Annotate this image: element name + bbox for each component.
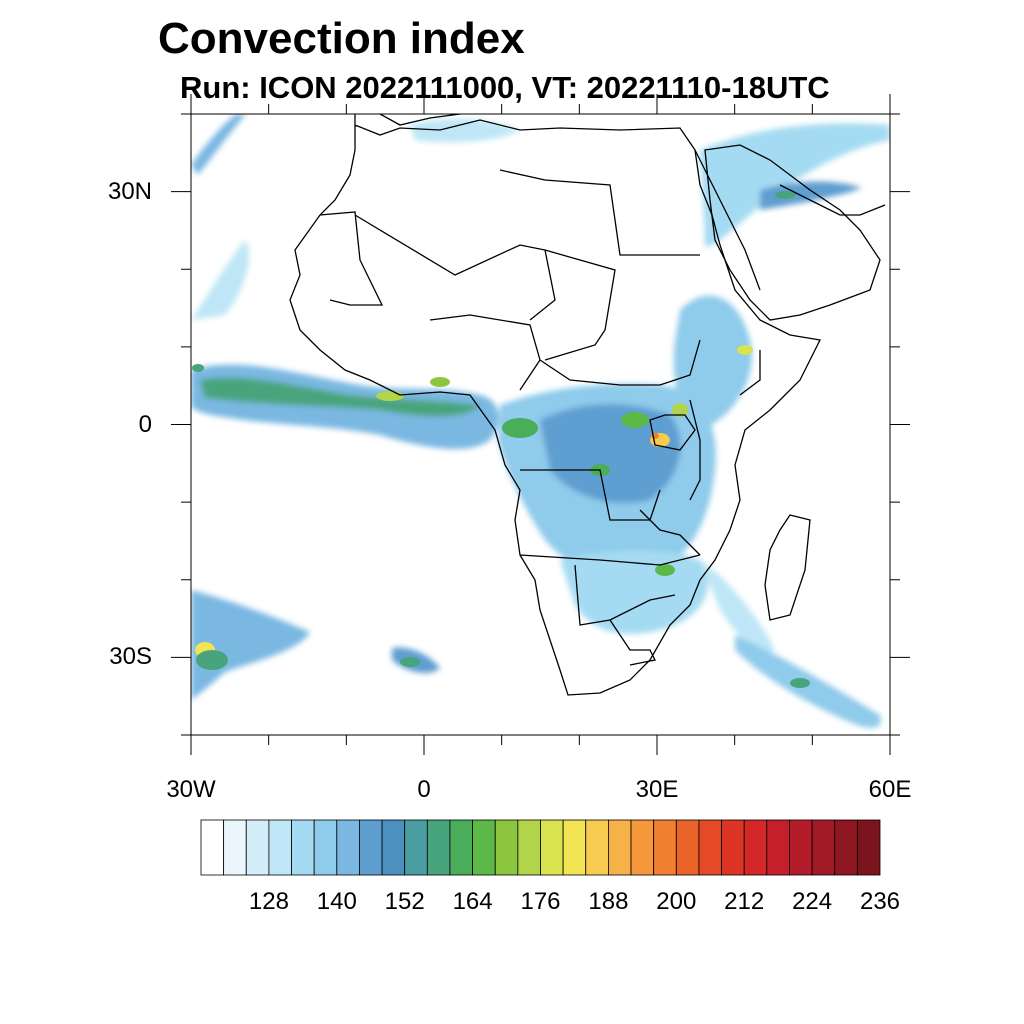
congo-core — [540, 404, 681, 504]
coastlines — [289, 114, 886, 696]
east-africa-band — [673, 295, 752, 430]
colorbar-label: 176 — [520, 888, 561, 915]
colorbar-label: 224 — [792, 888, 833, 915]
mediterranean — [410, 118, 520, 143]
colorbar-label: 128 — [248, 888, 289, 915]
border-5 — [429, 314, 541, 391]
x-tick-label: 30W — [166, 776, 216, 803]
convection-field — [191, 114, 890, 728]
persian-gulf-band — [760, 181, 862, 210]
map-subtitle: Run: ICON 2022111000, VT: 20221110-18UTC — [180, 70, 830, 105]
africa-outline — [289, 114, 821, 696]
colorbar-label: 152 — [384, 888, 425, 915]
border-12 — [739, 350, 761, 396]
itcz-core — [200, 377, 480, 417]
x-tick-label: 30E — [635, 776, 679, 803]
colorbar-label: 236 — [859, 888, 901, 915]
red-sea — [694, 149, 761, 291]
y-tick-label: 0 — [138, 410, 152, 438]
arabian-band — [700, 123, 890, 247]
border-13 — [649, 414, 696, 451]
border-6 — [539, 339, 701, 386]
y-tick-label: 30S — [109, 643, 152, 671]
axis-ticks — [171, 94, 910, 755]
colorbar-label: 212 — [724, 888, 765, 915]
north-atlantic-streak — [191, 114, 246, 175]
persian-gulf — [779, 184, 886, 216]
colorbar-label: 188 — [588, 888, 629, 915]
colorbar-label: 200 — [656, 888, 697, 915]
mozambique-channel — [700, 560, 775, 653]
border-8 — [519, 554, 701, 566]
mediterranean-coast — [379, 114, 461, 126]
border-10 — [609, 619, 656, 666]
y-tick-label: 30N — [107, 177, 152, 205]
border-4 — [544, 249, 616, 361]
border-14 — [639, 509, 701, 556]
border-7 — [520, 469, 661, 521]
border-1 — [319, 211, 384, 306]
arabia — [704, 144, 881, 321]
border-2 — [354, 214, 556, 321]
x-tick-label: 0 — [417, 776, 431, 803]
x-tick-label: 60E — [868, 776, 912, 803]
border-11 — [689, 399, 701, 501]
south-atlantic-front — [191, 590, 310, 700]
colorbar-label: 140 — [316, 888, 357, 915]
west-atlantic-streak — [191, 240, 249, 320]
colorbar-label: 164 — [452, 888, 493, 915]
map-title: Convection index — [158, 14, 525, 63]
madagascar — [764, 514, 811, 621]
border-3 — [499, 169, 700, 256]
